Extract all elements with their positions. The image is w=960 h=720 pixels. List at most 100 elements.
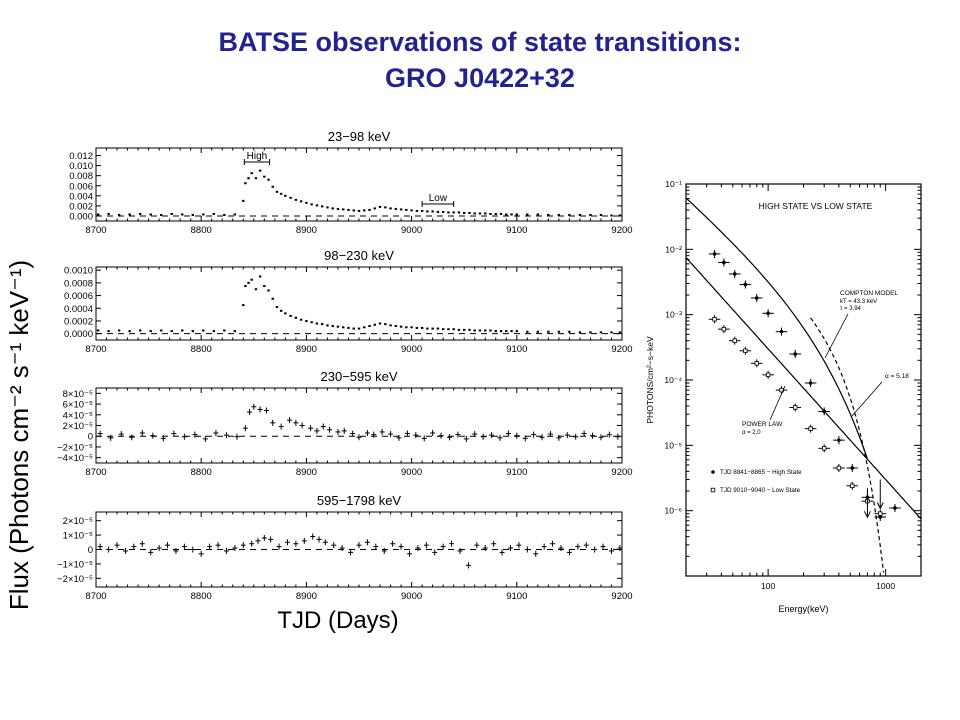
data-point bbox=[578, 213, 582, 216]
panel-title: 98−230 keV bbox=[324, 248, 394, 263]
data-point bbox=[499, 212, 503, 215]
x-tick-label: 8700 bbox=[85, 225, 106, 236]
data-point bbox=[250, 278, 253, 281]
y-tick-label: 0.002 bbox=[69, 201, 93, 212]
data-point bbox=[181, 213, 184, 216]
y-tick-label: 0.0010 bbox=[64, 266, 93, 277]
compton-model-curve bbox=[685, 197, 868, 460]
power-law-cutoff-curve bbox=[810, 317, 885, 573]
high-state-point bbox=[779, 329, 784, 334]
data-point bbox=[250, 172, 253, 175]
data-point bbox=[170, 330, 173, 333]
data-point bbox=[389, 207, 392, 210]
data-point bbox=[294, 198, 298, 201]
data-point bbox=[275, 305, 279, 308]
data-point bbox=[468, 328, 471, 331]
x-tick-label: 9100 bbox=[506, 591, 527, 602]
y-tick-label: 0 bbox=[88, 545, 93, 556]
y-tick-label: −1×10⁻⁵ bbox=[57, 559, 93, 570]
x-axis-title-tjd: TJD (Days) bbox=[277, 607, 398, 634]
data-point bbox=[223, 329, 226, 332]
data-point bbox=[107, 212, 110, 215]
y-tick-label: 10⁻⁵ bbox=[665, 440, 682, 450]
x-tick-label: 8800 bbox=[191, 591, 212, 602]
compton-model-label: COMPTON MODEL bbox=[840, 290, 898, 297]
x-tick-label: 8900 bbox=[296, 344, 317, 355]
data-point bbox=[478, 329, 482, 332]
data-point bbox=[568, 330, 571, 333]
y-tick-label: 0.0008 bbox=[64, 278, 93, 289]
data-point bbox=[410, 326, 413, 329]
y-tick-label: 0.0004 bbox=[64, 304, 93, 315]
panel-title: 230−595 keV bbox=[321, 369, 398, 384]
data-point bbox=[384, 323, 387, 326]
data-point bbox=[510, 213, 513, 216]
data-point bbox=[233, 330, 237, 333]
y-tick-label: −4×10⁻⁵ bbox=[57, 453, 93, 464]
data-point bbox=[452, 328, 455, 331]
data-point bbox=[247, 177, 250, 180]
spectrum-plot: 10⁻¹ 10⁻² 10⁻³ 10⁻⁴ 10⁻⁵ 10⁻⁶ 100 1000 Energy(ke… bbox=[645, 179, 922, 614]
x-tick-label: 8800 bbox=[191, 344, 212, 355]
data-point bbox=[357, 327, 361, 330]
data-point bbox=[420, 209, 424, 212]
data-point bbox=[368, 208, 371, 211]
data-point bbox=[263, 175, 266, 178]
high-state-point bbox=[808, 381, 813, 385]
data-point bbox=[426, 327, 429, 330]
x-tick-label: 9200 bbox=[611, 225, 632, 236]
data-point bbox=[160, 329, 163, 332]
data-point bbox=[457, 211, 461, 214]
data-point bbox=[347, 208, 350, 211]
data-point bbox=[557, 330, 561, 333]
y-tick-label: 0.010 bbox=[69, 161, 93, 172]
data-point bbox=[494, 212, 497, 215]
low-state-point bbox=[721, 326, 727, 332]
alpha-cutoff-label: α = 5.18 bbox=[885, 373, 909, 380]
power-law-index-label: α = 2.0 bbox=[742, 430, 761, 436]
y-tick-label: 6×10⁻⁵ bbox=[63, 400, 93, 411]
data-point bbox=[431, 327, 434, 330]
data-point bbox=[499, 330, 503, 333]
data-point bbox=[170, 212, 173, 215]
annotation-label: Low bbox=[429, 193, 448, 204]
y-tick-label: 0.008 bbox=[69, 171, 93, 182]
data-point bbox=[352, 327, 355, 330]
data-point bbox=[368, 325, 371, 328]
data-point bbox=[96, 213, 100, 216]
data-point bbox=[128, 213, 131, 216]
alpha-pointer bbox=[851, 381, 883, 417]
data-point bbox=[305, 201, 308, 204]
x-tick-label: 8800 bbox=[191, 467, 212, 478]
data-point bbox=[599, 331, 603, 334]
y-tick-label: 10⁻² bbox=[665, 244, 682, 254]
x-tick-label: 9000 bbox=[401, 467, 422, 478]
low-state-point bbox=[712, 317, 717, 322]
legend-high-label: TJD 8841−8865 − High State bbox=[720, 469, 802, 476]
data-point bbox=[128, 330, 131, 333]
compton-tau-label: τ = 3.94 bbox=[840, 306, 862, 312]
compton-kt-label: kT = 43.3 keV bbox=[840, 299, 877, 305]
y-tick-label: 2×10⁻⁵ bbox=[63, 421, 93, 432]
y-tick-label: 10⁻⁴ bbox=[664, 375, 682, 385]
data-point bbox=[244, 182, 247, 185]
data-point bbox=[202, 213, 205, 216]
data-point bbox=[267, 289, 270, 292]
data-point bbox=[510, 330, 513, 333]
data-point bbox=[212, 212, 216, 215]
data-point bbox=[452, 211, 455, 214]
data-point bbox=[610, 331, 613, 334]
low-state-point bbox=[821, 446, 827, 451]
x-tick-label: 8700 bbox=[85, 591, 106, 602]
high-state-point bbox=[766, 311, 770, 316]
data-point bbox=[315, 322, 319, 325]
x-tick-label: 1000 bbox=[876, 581, 895, 591]
x-tick-label: 8900 bbox=[296, 591, 317, 602]
data-point bbox=[107, 330, 110, 333]
x-tick-label: 9000 bbox=[401, 591, 422, 602]
data-point bbox=[336, 207, 340, 210]
x-tick-label: 8800 bbox=[191, 225, 212, 236]
data-point bbox=[233, 213, 237, 216]
data-point bbox=[599, 213, 603, 216]
data-point bbox=[405, 326, 408, 329]
